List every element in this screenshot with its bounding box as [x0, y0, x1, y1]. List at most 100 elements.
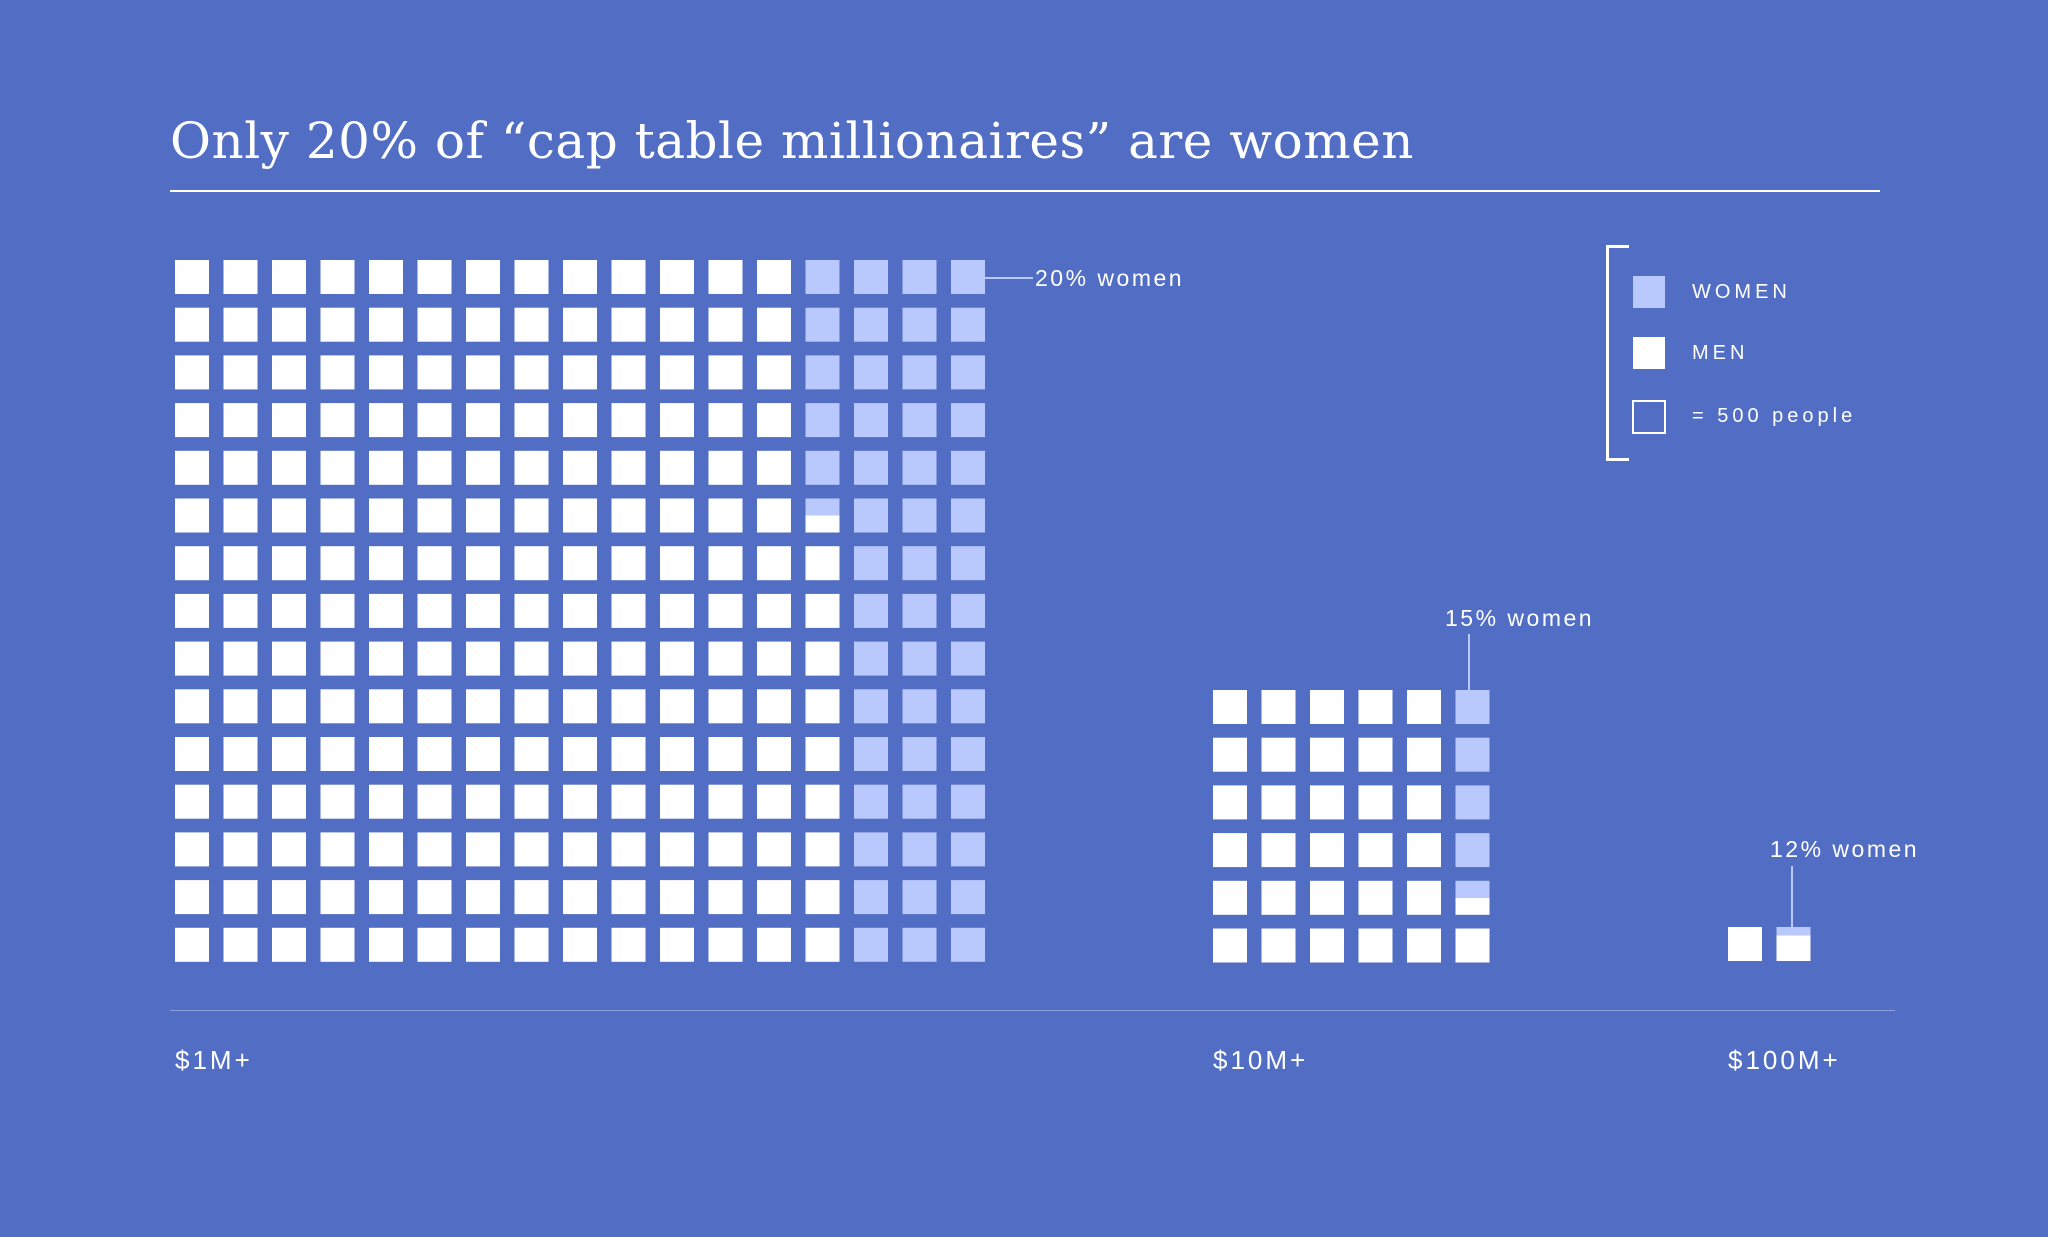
men-square — [320, 307, 355, 342]
men-square — [1310, 928, 1344, 963]
men-square — [563, 880, 597, 915]
men-square — [369, 880, 403, 915]
women-square — [951, 784, 985, 819]
men-square — [611, 307, 646, 342]
legend-label-women: WOMEN — [1692, 281, 1791, 303]
men-square — [223, 737, 258, 771]
men-square — [708, 355, 743, 390]
men-square — [1310, 833, 1344, 868]
men-square — [272, 546, 306, 581]
men-square — [369, 927, 403, 962]
men-square — [514, 689, 549, 724]
women-square — [902, 307, 937, 342]
men-square — [417, 737, 452, 771]
men-square — [1213, 785, 1247, 820]
men-square — [563, 832, 597, 867]
men-square — [223, 784, 258, 819]
men-square — [175, 546, 209, 581]
men-square — [175, 355, 209, 390]
men-square — [175, 689, 209, 724]
women-square — [951, 641, 985, 676]
women-square — [902, 737, 937, 771]
men-square — [660, 498, 694, 533]
men-square — [757, 880, 791, 915]
men-square — [563, 260, 597, 294]
men-square — [369, 737, 403, 771]
women-square — [902, 593, 937, 628]
women-square — [854, 737, 888, 771]
men-square — [708, 546, 743, 581]
men-square — [1261, 833, 1296, 868]
men-square — [272, 403, 306, 438]
men-square — [1358, 690, 1393, 724]
men-square — [611, 593, 646, 628]
men-square — [417, 641, 452, 676]
chart-title: Only 20% of “cap table millionaires” are… — [170, 112, 1414, 170]
men-square — [1358, 737, 1393, 772]
women-square — [854, 689, 888, 724]
men-square — [563, 307, 597, 342]
men-square — [1310, 785, 1344, 820]
women-square — [854, 832, 888, 867]
men-square — [417, 355, 452, 390]
men-square — [1261, 737, 1296, 772]
men-square — [563, 689, 597, 724]
men-square — [320, 880, 355, 915]
men-square — [708, 498, 743, 533]
men-square — [223, 927, 258, 962]
annotation-100m: 12% women — [1770, 836, 1920, 862]
men-square — [1358, 785, 1393, 820]
men-square — [223, 641, 258, 676]
men-square — [175, 498, 209, 533]
men-square — [223, 689, 258, 724]
women-partial-square — [1776, 927, 1811, 936]
men-square — [757, 546, 791, 581]
category-label-100m: $100M+ — [1728, 1045, 1841, 1075]
men-square — [320, 927, 355, 962]
men-square — [1213, 737, 1247, 772]
men-square — [272, 832, 306, 867]
men-square — [660, 260, 694, 294]
men-square — [417, 832, 452, 867]
women-square — [951, 689, 985, 724]
annotation-10m: 15% women — [1445, 605, 1595, 631]
women-square — [951, 355, 985, 390]
men-square — [611, 641, 646, 676]
women-square — [951, 546, 985, 581]
women-square — [1455, 785, 1490, 820]
legend-label-unit: = 500 people — [1692, 405, 1857, 427]
men-square — [611, 689, 646, 724]
men-square — [369, 784, 403, 819]
men-square — [660, 927, 694, 962]
men-square — [708, 689, 743, 724]
women-square — [1455, 833, 1490, 868]
men-square — [757, 832, 791, 867]
women-square — [951, 880, 985, 915]
men-square — [708, 593, 743, 628]
men-square — [417, 307, 452, 342]
women-square — [902, 403, 937, 438]
women-square — [854, 927, 888, 962]
men-square — [417, 689, 452, 724]
men-square — [611, 355, 646, 390]
men-square — [757, 689, 791, 724]
men-square — [611, 832, 646, 867]
men-square — [369, 403, 403, 438]
men-square — [369, 307, 403, 342]
men-square — [320, 403, 355, 438]
men-square — [1407, 833, 1441, 868]
women-square — [951, 450, 985, 485]
men-square — [660, 832, 694, 867]
men-square — [757, 593, 791, 628]
men-square — [175, 450, 209, 485]
men-square — [272, 737, 306, 771]
men-square — [369, 498, 403, 533]
men-square — [223, 260, 258, 294]
men-square — [660, 593, 694, 628]
men-square — [708, 927, 743, 962]
men-square — [369, 641, 403, 676]
men-square — [708, 832, 743, 867]
men-square — [272, 498, 306, 533]
men-square — [563, 927, 597, 962]
